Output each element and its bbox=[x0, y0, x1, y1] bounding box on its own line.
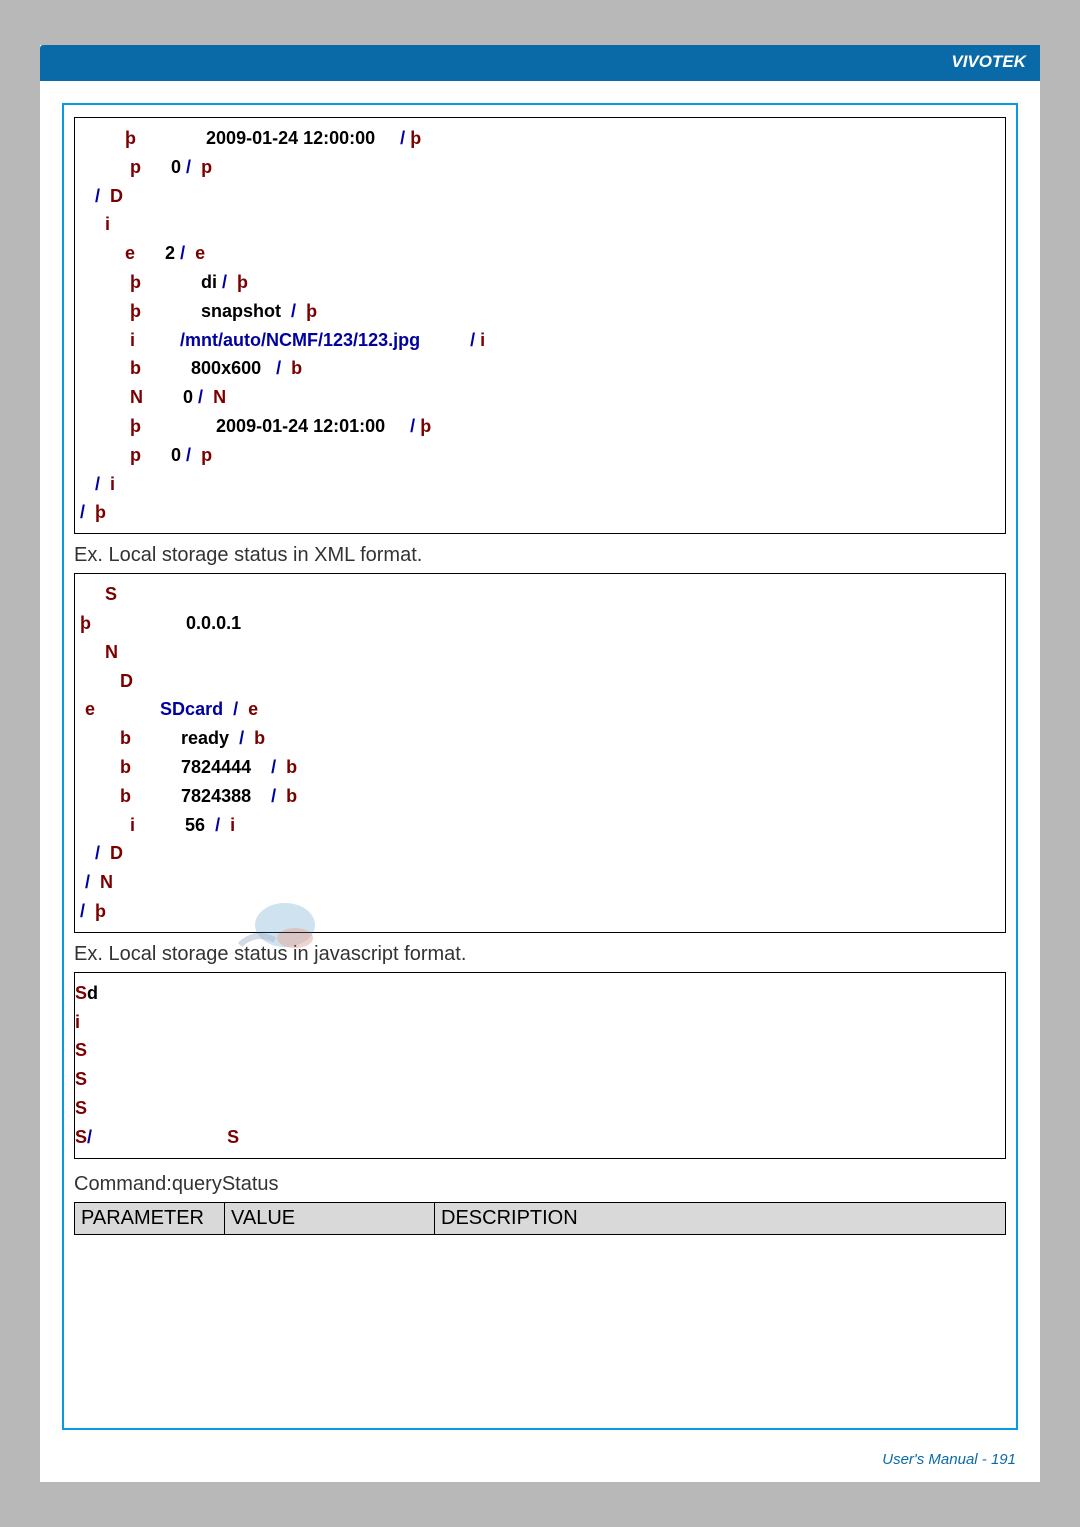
brand-label: VIVOTEK bbox=[951, 52, 1026, 71]
param-table-header: PARAMETER VALUE DESCRIPTION bbox=[74, 1202, 1006, 1235]
page: VIVOTEK þ 2009-01-24 12:00:00 / þ p 0 / … bbox=[40, 45, 1040, 1482]
header-divider bbox=[40, 79, 1040, 81]
col-description: DESCRIPTION bbox=[435, 1203, 1005, 1234]
watermark-icon bbox=[225, 900, 335, 960]
header-bar: VIVOTEK bbox=[40, 45, 1040, 79]
code-line: S bbox=[75, 1065, 1005, 1094]
xml-code-box-1: þ 2009-01-24 12:00:00 / þ p 0 / p / D i … bbox=[74, 117, 1006, 534]
code-line: i 56 / i bbox=[75, 811, 1005, 840]
caption-xml-status: Ex. Local storage status in XML format. bbox=[74, 544, 1006, 567]
code-line: / N bbox=[75, 868, 1005, 897]
code-line: p 0 / p bbox=[75, 441, 1005, 470]
code-line: b ready / b bbox=[75, 724, 1005, 753]
code-line: þ di / þ bbox=[75, 268, 1005, 297]
code-line: i bbox=[75, 210, 1005, 239]
code-line: D bbox=[75, 667, 1005, 696]
xml-code-box-2: S þ 0.0.0.1 N D e SDcard / e b ready / b… bbox=[74, 573, 1006, 933]
code-line: S bbox=[75, 1094, 1005, 1123]
col-value: VALUE bbox=[225, 1203, 435, 1234]
code-line: þ 2009-01-24 12:01:00 / þ bbox=[75, 412, 1005, 441]
code-line: i bbox=[75, 1008, 1005, 1037]
code-line: / D bbox=[75, 182, 1005, 211]
code-line: b 800x600 / b bbox=[75, 354, 1005, 383]
command-label: Command:queryStatus bbox=[74, 1173, 1006, 1196]
code-line: b 7824444 / b bbox=[75, 753, 1005, 782]
code-line: S bbox=[75, 580, 1005, 609]
code-line: p 0 / p bbox=[75, 153, 1005, 182]
js-code-box: SdiSSSS/ S bbox=[74, 972, 1006, 1159]
code-line: N bbox=[75, 638, 1005, 667]
code-line: / þ bbox=[75, 498, 1005, 527]
code-line: þ snapshot / þ bbox=[75, 297, 1005, 326]
code-line: S bbox=[75, 1036, 1005, 1065]
code-line: i /mnt/auto/NCMF/123/123.jpg / i bbox=[75, 326, 1005, 355]
footer-text: User's Manual - 191 bbox=[882, 1451, 1016, 1468]
caption-js-status: Ex. Local storage status in javascript f… bbox=[74, 943, 1006, 966]
col-parameter: PARAMETER bbox=[75, 1203, 225, 1234]
code-line: e 2 / e bbox=[75, 239, 1005, 268]
code-line: Sd bbox=[75, 979, 1005, 1008]
code-line: S/ S bbox=[75, 1123, 1005, 1152]
code-line: b 7824388 / b bbox=[75, 782, 1005, 811]
code-line: þ 2009-01-24 12:00:00 / þ bbox=[75, 124, 1005, 153]
content-frame: þ 2009-01-24 12:00:00 / þ p 0 / p / D i … bbox=[62, 103, 1018, 1430]
code-line: / D bbox=[75, 839, 1005, 868]
code-line: N 0 / N bbox=[75, 383, 1005, 412]
code-line: e SDcard / e bbox=[75, 695, 1005, 724]
code-line: / þ bbox=[75, 897, 1005, 926]
code-line: þ 0.0.0.1 bbox=[75, 609, 1005, 638]
code-line: / i bbox=[75, 470, 1005, 499]
